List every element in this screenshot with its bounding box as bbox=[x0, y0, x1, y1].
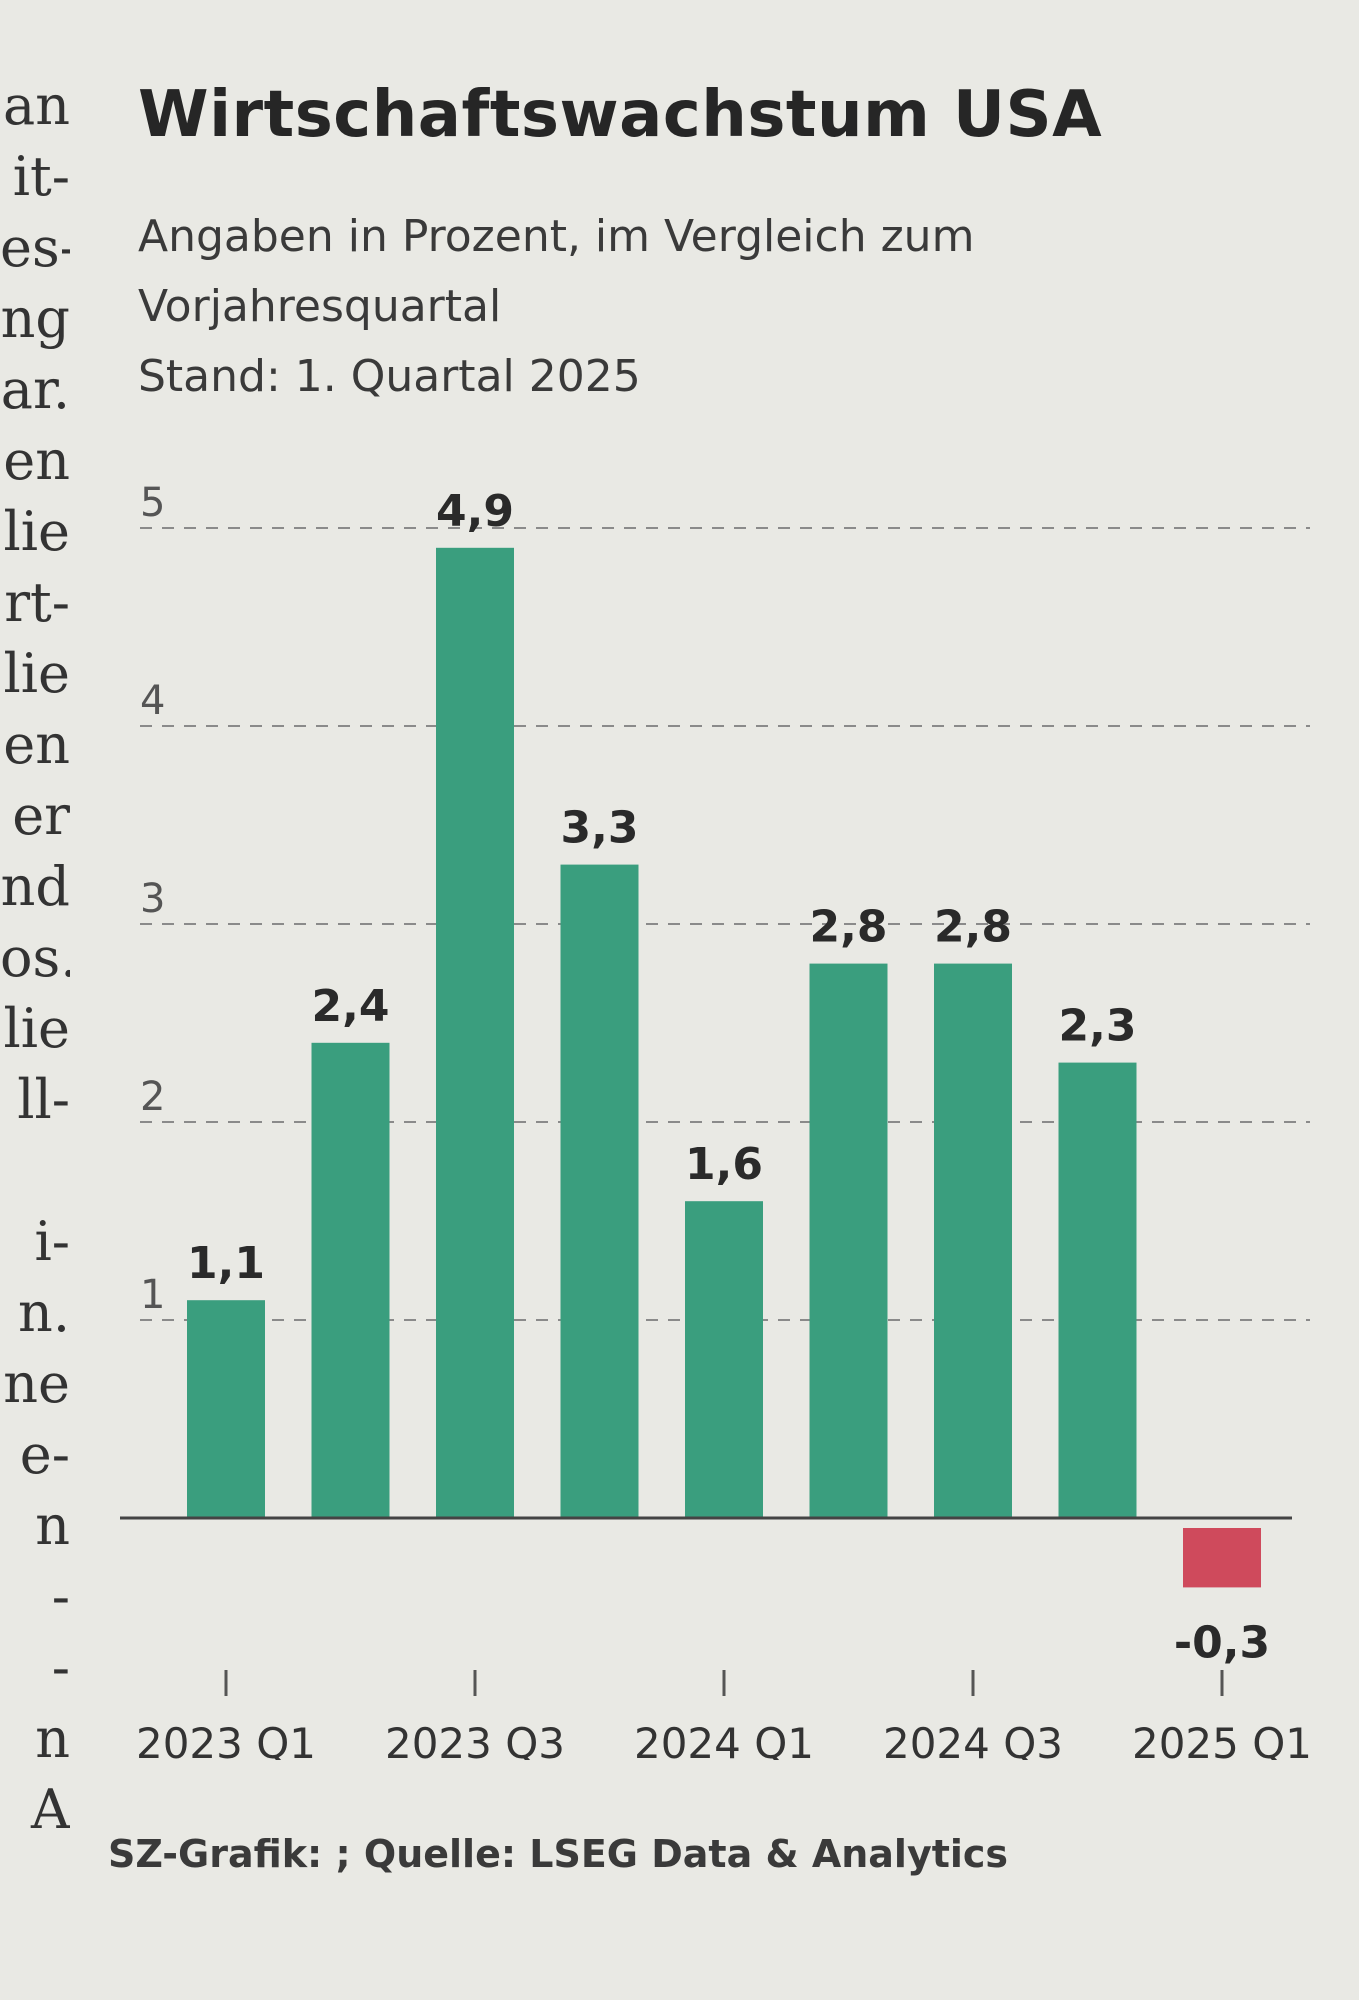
column-fragment: n bbox=[35, 1494, 70, 1557]
column-fragment: ne bbox=[3, 1352, 70, 1415]
column-fragment: rt- bbox=[4, 571, 70, 634]
y-tick-label: 4 bbox=[140, 678, 165, 724]
bar-value-label: 1,1 bbox=[187, 1238, 265, 1289]
bar bbox=[809, 963, 888, 1518]
column-fragment: en bbox=[3, 429, 70, 492]
x-tick-label: 2025 Q1 bbox=[1132, 1719, 1312, 1760]
x-tick-label: 2023 Q3 bbox=[385, 1719, 565, 1760]
chart-subtitle: Angaben in Prozent, im Vergleich zum Vor… bbox=[138, 202, 974, 412]
bar bbox=[934, 963, 1012, 1518]
bar-value-label: -0,3 bbox=[1174, 1617, 1270, 1668]
column-fragment: A bbox=[31, 1778, 70, 1841]
y-tick-label: 5 bbox=[140, 480, 165, 526]
column-fragment: - bbox=[51, 1636, 70, 1699]
column-fragment: lie bbox=[3, 642, 71, 705]
y-tick-label: 1 bbox=[140, 1272, 165, 1318]
column-fragment: n. bbox=[18, 1281, 70, 1344]
column-fragment: en bbox=[3, 713, 70, 776]
column-fragment: lie bbox=[3, 997, 71, 1060]
bar bbox=[436, 547, 514, 1518]
column-fragment: an bbox=[3, 74, 70, 137]
column-fragment: i- bbox=[34, 1210, 70, 1273]
x-tick-label: 2024 Q1 bbox=[634, 1719, 814, 1760]
bar bbox=[1058, 1062, 1137, 1518]
column-fragment: ng bbox=[0, 287, 70, 350]
y-tick-label: 3 bbox=[140, 876, 165, 922]
bar-value-label: 2,8 bbox=[934, 902, 1012, 953]
bar bbox=[1183, 1528, 1261, 1588]
subtitle-line-2: Vorjahresquartal bbox=[138, 281, 502, 332]
column-fragment: lie bbox=[3, 500, 71, 563]
chart-title: Wirtschaftswachstum USA bbox=[138, 78, 1103, 152]
bar-value-label: 2,8 bbox=[810, 902, 888, 953]
column-fragment: es- bbox=[0, 216, 70, 279]
adjacent-article-text: anit-es-ngar.enliert-lieenerndos.liell- … bbox=[0, 70, 70, 1845]
bar-value-label: 2,4 bbox=[312, 981, 390, 1032]
y-tick-label: 2 bbox=[140, 1074, 165, 1120]
column-fragment: ar. bbox=[0, 358, 70, 421]
bar-value-label: 4,9 bbox=[436, 486, 514, 537]
bar bbox=[311, 1042, 390, 1518]
column-fragment: nd bbox=[0, 855, 70, 918]
x-tick-label: 2024 Q3 bbox=[883, 1719, 1063, 1760]
column-fragment: er bbox=[12, 784, 70, 847]
x-tick-label: 2023 Q1 bbox=[136, 1719, 316, 1760]
column-fragment: n bbox=[35, 1707, 70, 1770]
bar-value-label: 1,6 bbox=[685, 1139, 763, 1190]
bar-value-label: 2,3 bbox=[1059, 1001, 1137, 1052]
bar-value-label: 3,3 bbox=[561, 803, 639, 854]
source-note: SZ-Grafik: ; Quelle: LSEG Data & Analyti… bbox=[108, 1832, 1009, 1876]
bar-chart: 1 2 3 4 5 1,1 2,4 4,9 3,3 1,6 2,8 2,8 2,3 -0,3 2023 Q1… bbox=[120, 480, 1312, 1760]
column-fragment: it- bbox=[12, 145, 70, 208]
column-fragment: os. bbox=[0, 926, 70, 989]
column-fragment: ll- bbox=[17, 1068, 70, 1131]
subtitle-line-1: Angaben in Prozent, im Vergleich zum bbox=[138, 211, 975, 262]
bar bbox=[560, 864, 639, 1518]
bar bbox=[187, 1300, 265, 1518]
subtitle-line-3: Stand: 1. Quartal 2025 bbox=[138, 351, 641, 402]
bar bbox=[685, 1201, 763, 1518]
column-fragment: - bbox=[51, 1565, 70, 1628]
column-fragment: e- bbox=[19, 1423, 70, 1486]
